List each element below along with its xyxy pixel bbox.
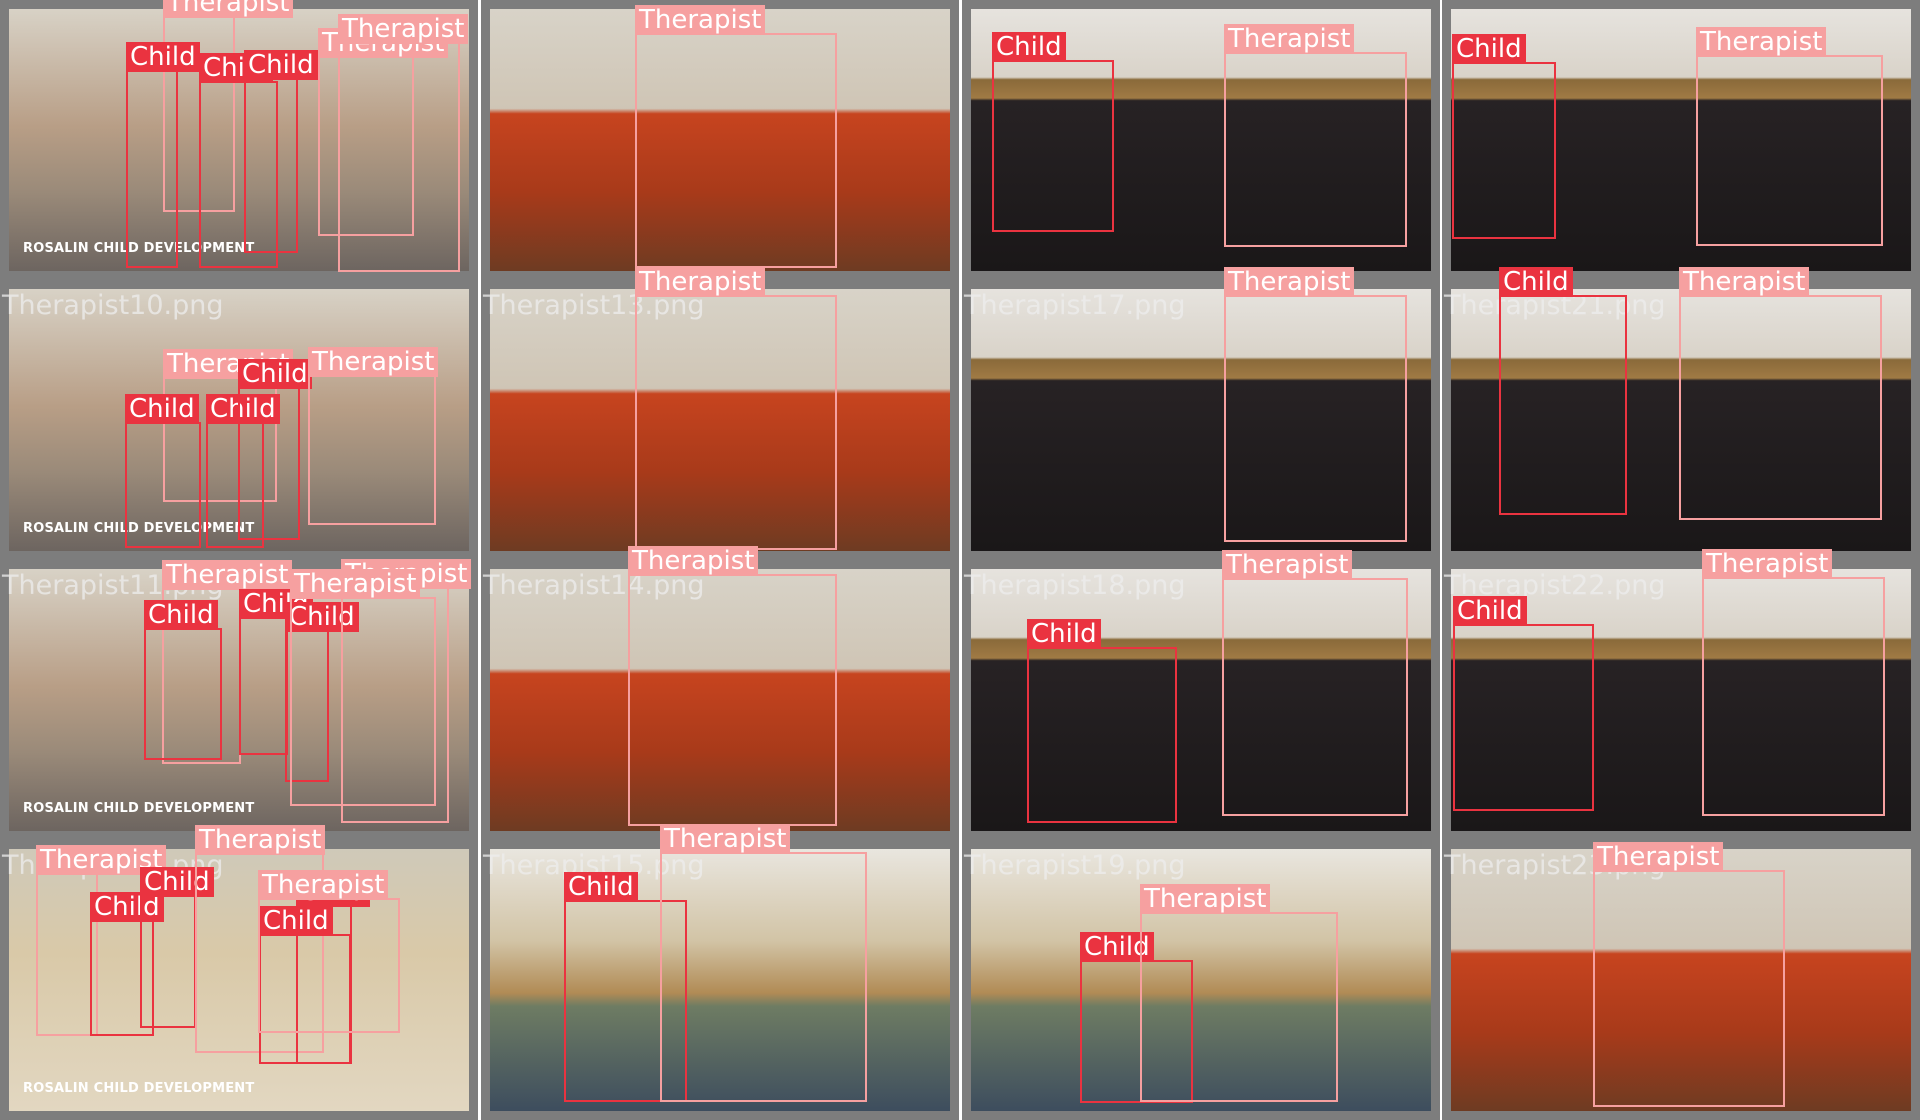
scene-photo — [1451, 849, 1911, 1111]
filename-label: Therapist19.png — [964, 850, 1186, 881]
scene-photo — [490, 9, 950, 271]
therapist-label: Therapist — [1224, 267, 1355, 297]
child-label: Child — [285, 602, 359, 632]
therapist-bounding-box: Therapist — [1224, 267, 1407, 542]
filename-label: Therapist17.png — [964, 290, 1186, 321]
therapist-bounding-box: Therapist — [1696, 27, 1883, 246]
therapist-label: Therapist — [1702, 549, 1833, 579]
therapist-bounding-box: Therapist — [195, 825, 326, 1053]
therapist-bounding-box: Therapist — [308, 347, 439, 525]
therapist-label: Therapist — [258, 870, 389, 900]
therapist-label: Therapist — [635, 267, 766, 297]
therapist-bounding-box: Therapist — [1593, 842, 1785, 1107]
therapist-label: Therapist — [1593, 842, 1724, 872]
watermark-text: ROSALIN CHILD DEVELOPMENT — [23, 801, 255, 816]
therapist-label: Therapist — [338, 14, 469, 44]
therapist-label: Therapist — [308, 347, 439, 377]
watermark-text: ROSALIN CHILD DEVELOPMENT — [23, 241, 255, 256]
therapist-bounding-box: Therapist — [1222, 550, 1408, 816]
therapist-label: Therapist — [1140, 884, 1271, 914]
scene-photo — [490, 569, 950, 831]
therapist-bounding-box: Therapist — [338, 14, 469, 272]
image-tile: Therapist11.png ROSALIN CHILD DEVELOPMENT — [0, 560, 478, 840]
image-tile: Therapist23.png — [1442, 840, 1920, 1120]
child-bounding-box: Child — [244, 50, 318, 253]
therapist-label: Therapist — [163, 0, 294, 18]
child-label: Child — [244, 50, 318, 80]
child-label: Child — [1027, 619, 1101, 649]
image-tile: Therapist13.png — [481, 280, 959, 560]
child-bounding-box: Child — [992, 32, 1114, 232]
child-bounding-box: Child — [238, 359, 312, 540]
therapist-label: Therapist — [162, 560, 293, 590]
child-bounding-box: Child — [126, 42, 200, 268]
therapist-label: Therapist — [195, 825, 326, 855]
child-bounding-box: Child — [1499, 267, 1627, 515]
child-bounding-box: Child — [259, 906, 351, 1064]
therapist-label: Therapist — [628, 546, 759, 576]
therapist-bounding-box: Therapist — [258, 870, 400, 1033]
therapist-bounding-box: Therapist — [36, 845, 167, 1036]
therapist-bounding-box: Therapist — [1679, 267, 1882, 520]
scene-photo — [1451, 569, 1911, 831]
filename-label: Therapist22.png — [1444, 570, 1666, 601]
therapist-label: Therapist — [290, 569, 421, 599]
therapist-bounding-box: Therapist — [1140, 884, 1338, 1102]
child-label: Child — [1452, 34, 1526, 64]
therapist-bounding-box: Therapist — [660, 824, 867, 1102]
therapist-label: Therapist — [635, 5, 766, 35]
child-label: Child — [1499, 267, 1573, 297]
image-tile: Therapist21.png — [1442, 280, 1920, 560]
child-label: Child — [992, 32, 1066, 62]
child-bounding-box: Child — [206, 394, 280, 548]
watermark-text: ROSALIN CHILD DEVELOPMENT — [23, 521, 255, 536]
image-tile — [481, 0, 959, 280]
child-bounding-box: Child — [144, 600, 222, 760]
therapist-bounding-box: Therapist — [628, 546, 837, 826]
therapist-bounding-box: Therapist — [635, 5, 837, 268]
child-bounding-box: Child — [564, 872, 687, 1102]
scene-photo — [971, 569, 1431, 831]
child-bounding-box: Child — [1027, 619, 1177, 823]
therapist-label: Therapist — [1696, 27, 1827, 57]
watermark-text: ROSALIN CHILD DEVELOPMENT — [23, 1081, 255, 1096]
child-bounding-box: Child — [239, 589, 313, 755]
child-bounding-box: Child — [1452, 34, 1556, 239]
child-label: Child — [126, 42, 200, 72]
filename-label: Therapist10.png — [2, 290, 224, 321]
therapist-label: Therapist — [1679, 267, 1810, 297]
child-bounding-box: Child — [1453, 596, 1594, 811]
image-tile: Therapist18.png — [962, 560, 1440, 840]
child-label: Child — [144, 600, 218, 630]
child-label: Child — [238, 359, 312, 389]
therapist-label: Therapist — [1222, 550, 1353, 580]
therapist-bounding-box: Therapist — [635, 267, 837, 550]
child-label: Child — [125, 394, 199, 424]
child-bounding-box: Child — [125, 394, 201, 548]
filename-label: Therapist18.png — [964, 570, 1186, 601]
therapist-label: Therapist — [660, 824, 791, 854]
child-bounding-box: Child — [285, 602, 359, 782]
therapist-bounding-box: Therapist — [1224, 24, 1407, 247]
scene-photo — [490, 289, 950, 551]
child-bounding-box: Child — [140, 867, 214, 1028]
scene-photo — [9, 849, 469, 1111]
image-tile: Therapist17.png — [962, 280, 1440, 560]
child-label: Child — [90, 892, 164, 922]
image-tile: Therapist14.png — [481, 560, 959, 840]
child-bounding-box: Child — [90, 892, 164, 1036]
therapist-bounding-box: Therapist — [1702, 549, 1885, 816]
child-label: Child — [564, 872, 638, 902]
therapist-label: Therapist — [1224, 24, 1355, 54]
scene-photo — [1451, 289, 1911, 551]
child-label: Child — [259, 906, 333, 936]
child-label: Child — [1453, 596, 1527, 626]
child-label: Child — [140, 867, 214, 897]
child-label: Child — [206, 394, 280, 424]
therapist-bounding-box: Therapist — [290, 569, 436, 806]
scene-photo — [971, 289, 1431, 551]
scene-photo — [1451, 9, 1911, 271]
